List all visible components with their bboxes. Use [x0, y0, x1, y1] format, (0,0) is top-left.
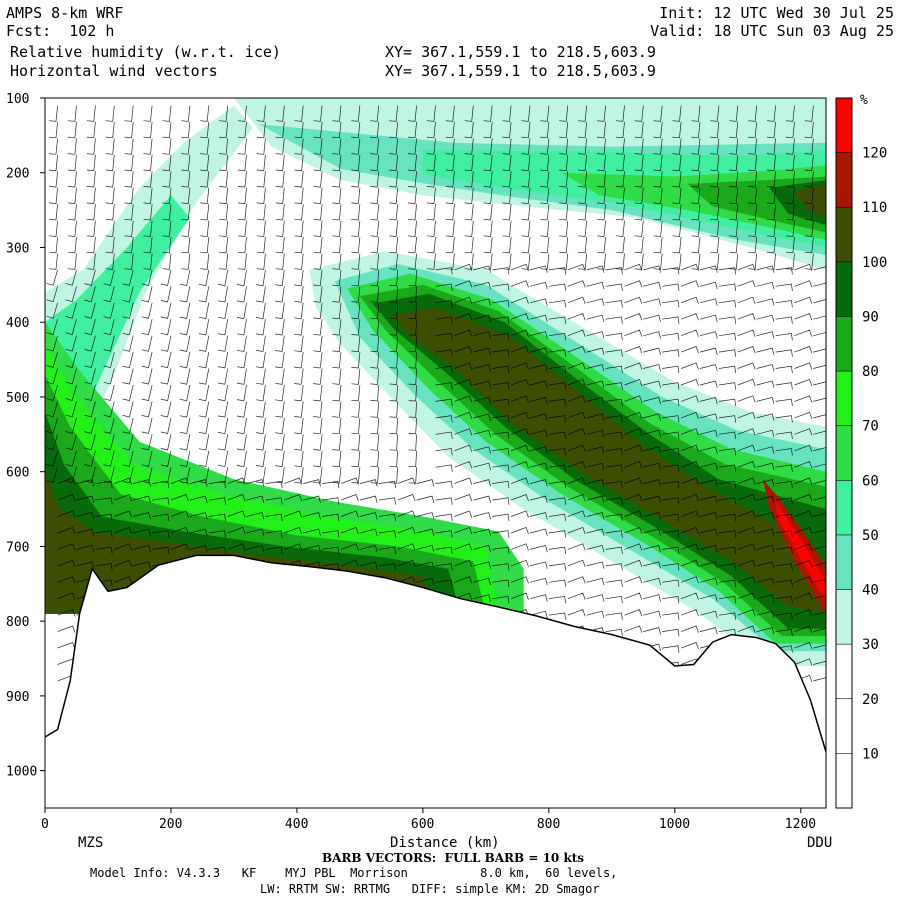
cross-section-endpoints-wind: XY= 367.1,559.1 to 218.5,603.9 — [385, 62, 656, 80]
colorbar-tick-label: 50 — [862, 528, 879, 544]
wind-barb-glyphs — [46, 105, 826, 686]
colorbar-swatch — [836, 261, 852, 317]
forecast-hour: Fcst: 102 h — [6, 22, 115, 40]
wind-barbs — [46, 105, 826, 686]
y-tick-label: 800 — [6, 615, 29, 630]
plot-frame — [44, 97, 827, 809]
colorbar-swatch — [836, 753, 852, 808]
y-tick-label: 900 — [6, 690, 29, 705]
model-info: Model Info: V4.3.3 KF MYJ PBL Morrison 8… — [90, 866, 618, 880]
field-name-wind: Horizontal wind vectors — [10, 62, 218, 80]
colorbar-swatch — [836, 207, 852, 262]
colorbar-swatch — [836, 316, 852, 372]
valid-time: Valid: 18 UTC Sun 03 Aug 25 — [650, 22, 894, 40]
x-tick-label: 1200 — [785, 817, 816, 832]
colorbar-swatch — [836, 534, 852, 590]
colorbar-swatch — [836, 644, 852, 699]
colorbar-tick-label: 120 — [862, 146, 887, 162]
colorbar-swatch — [836, 152, 852, 208]
x-tick-label: 600 — [411, 817, 434, 832]
colorbar-tick-label: 30 — [862, 637, 879, 653]
x-tick-label: 0 — [41, 817, 49, 832]
terrain — [45, 554, 826, 808]
colorbar-unit: % — [860, 93, 868, 108]
colorbar-swatch — [836, 480, 852, 535]
x-tick-label: 800 — [537, 817, 560, 832]
cross-section-endpoints: XY= 367.1,559.1 to 218.5,603.9 — [385, 43, 656, 61]
terrain-fill — [45, 555, 826, 808]
colorbar-swatch — [836, 98, 852, 153]
init-time: Init: 12 UTC Wed 30 Jul 25 — [659, 4, 894, 22]
colorbar: 120 110 100 90 80 70 60 50 40 30 20 10 — [835, 97, 887, 809]
y-tick-label: 500 — [6, 391, 29, 406]
rh-upper-100 — [794, 183, 826, 218]
colorbar-tick-label: 40 — [862, 583, 879, 599]
colorbar-swatch — [836, 589, 852, 645]
colorbar-swatch — [836, 698, 852, 754]
x-axis-label: Distance (km) — [390, 835, 500, 851]
x-tick-label: 1000 — [659, 817, 690, 832]
colorbar-swatch — [836, 371, 852, 426]
colorbar-tick-label: 100 — [862, 255, 887, 271]
x-tick-label: 400 — [285, 817, 308, 832]
axes: 0 200 400 600 800 1000 1200 100 200 300 400 500 600 7… — [6, 92, 816, 832]
right-endpoint-label: DDU — [807, 835, 832, 851]
y-tick-label: 300 — [6, 241, 29, 256]
x-tick-label: 200 — [159, 817, 182, 832]
y-tick-label: 400 — [6, 316, 29, 331]
y-tick-label: 100 — [6, 92, 29, 107]
y-tick-label: 700 — [6, 540, 29, 555]
physics-info: LW: RRTM SW: RRTMG DIFF: simple KM: 2D S… — [260, 882, 600, 896]
colorbar-swatch — [836, 425, 852, 481]
model-title: AMPS 8-km WRF — [6, 4, 124, 22]
y-tick-label: 600 — [6, 466, 29, 481]
barb-legend: BARB VECTORS: FULL BARB = 10 kts — [322, 851, 585, 865]
colorbar-tick-label: 60 — [862, 473, 879, 489]
colorbar-tick-label: 80 — [862, 364, 879, 380]
y-tick-label: 1000 — [6, 765, 37, 780]
colorbar-tick-label: 70 — [862, 419, 879, 435]
colorbar-tick-label: 90 — [862, 309, 879, 325]
rh-band-120 — [775, 501, 826, 599]
cross-section-chart: 0 200 400 600 800 1000 1200 100 200 300 400 500 600 7… — [6, 92, 887, 851]
terrain-surface-line — [45, 554, 826, 753]
field-name-rh: Relative humidity (w.r.t. ice) — [10, 43, 281, 61]
y-tick-label: 200 — [6, 167, 29, 182]
colorbar-tick-label: 10 — [862, 746, 879, 762]
colorbar-frame — [835, 97, 853, 809]
colorbar-tick-label: 20 — [862, 692, 879, 708]
left-endpoint-label: MZS — [78, 835, 103, 851]
colorbar-tick-label: 110 — [862, 200, 887, 216]
